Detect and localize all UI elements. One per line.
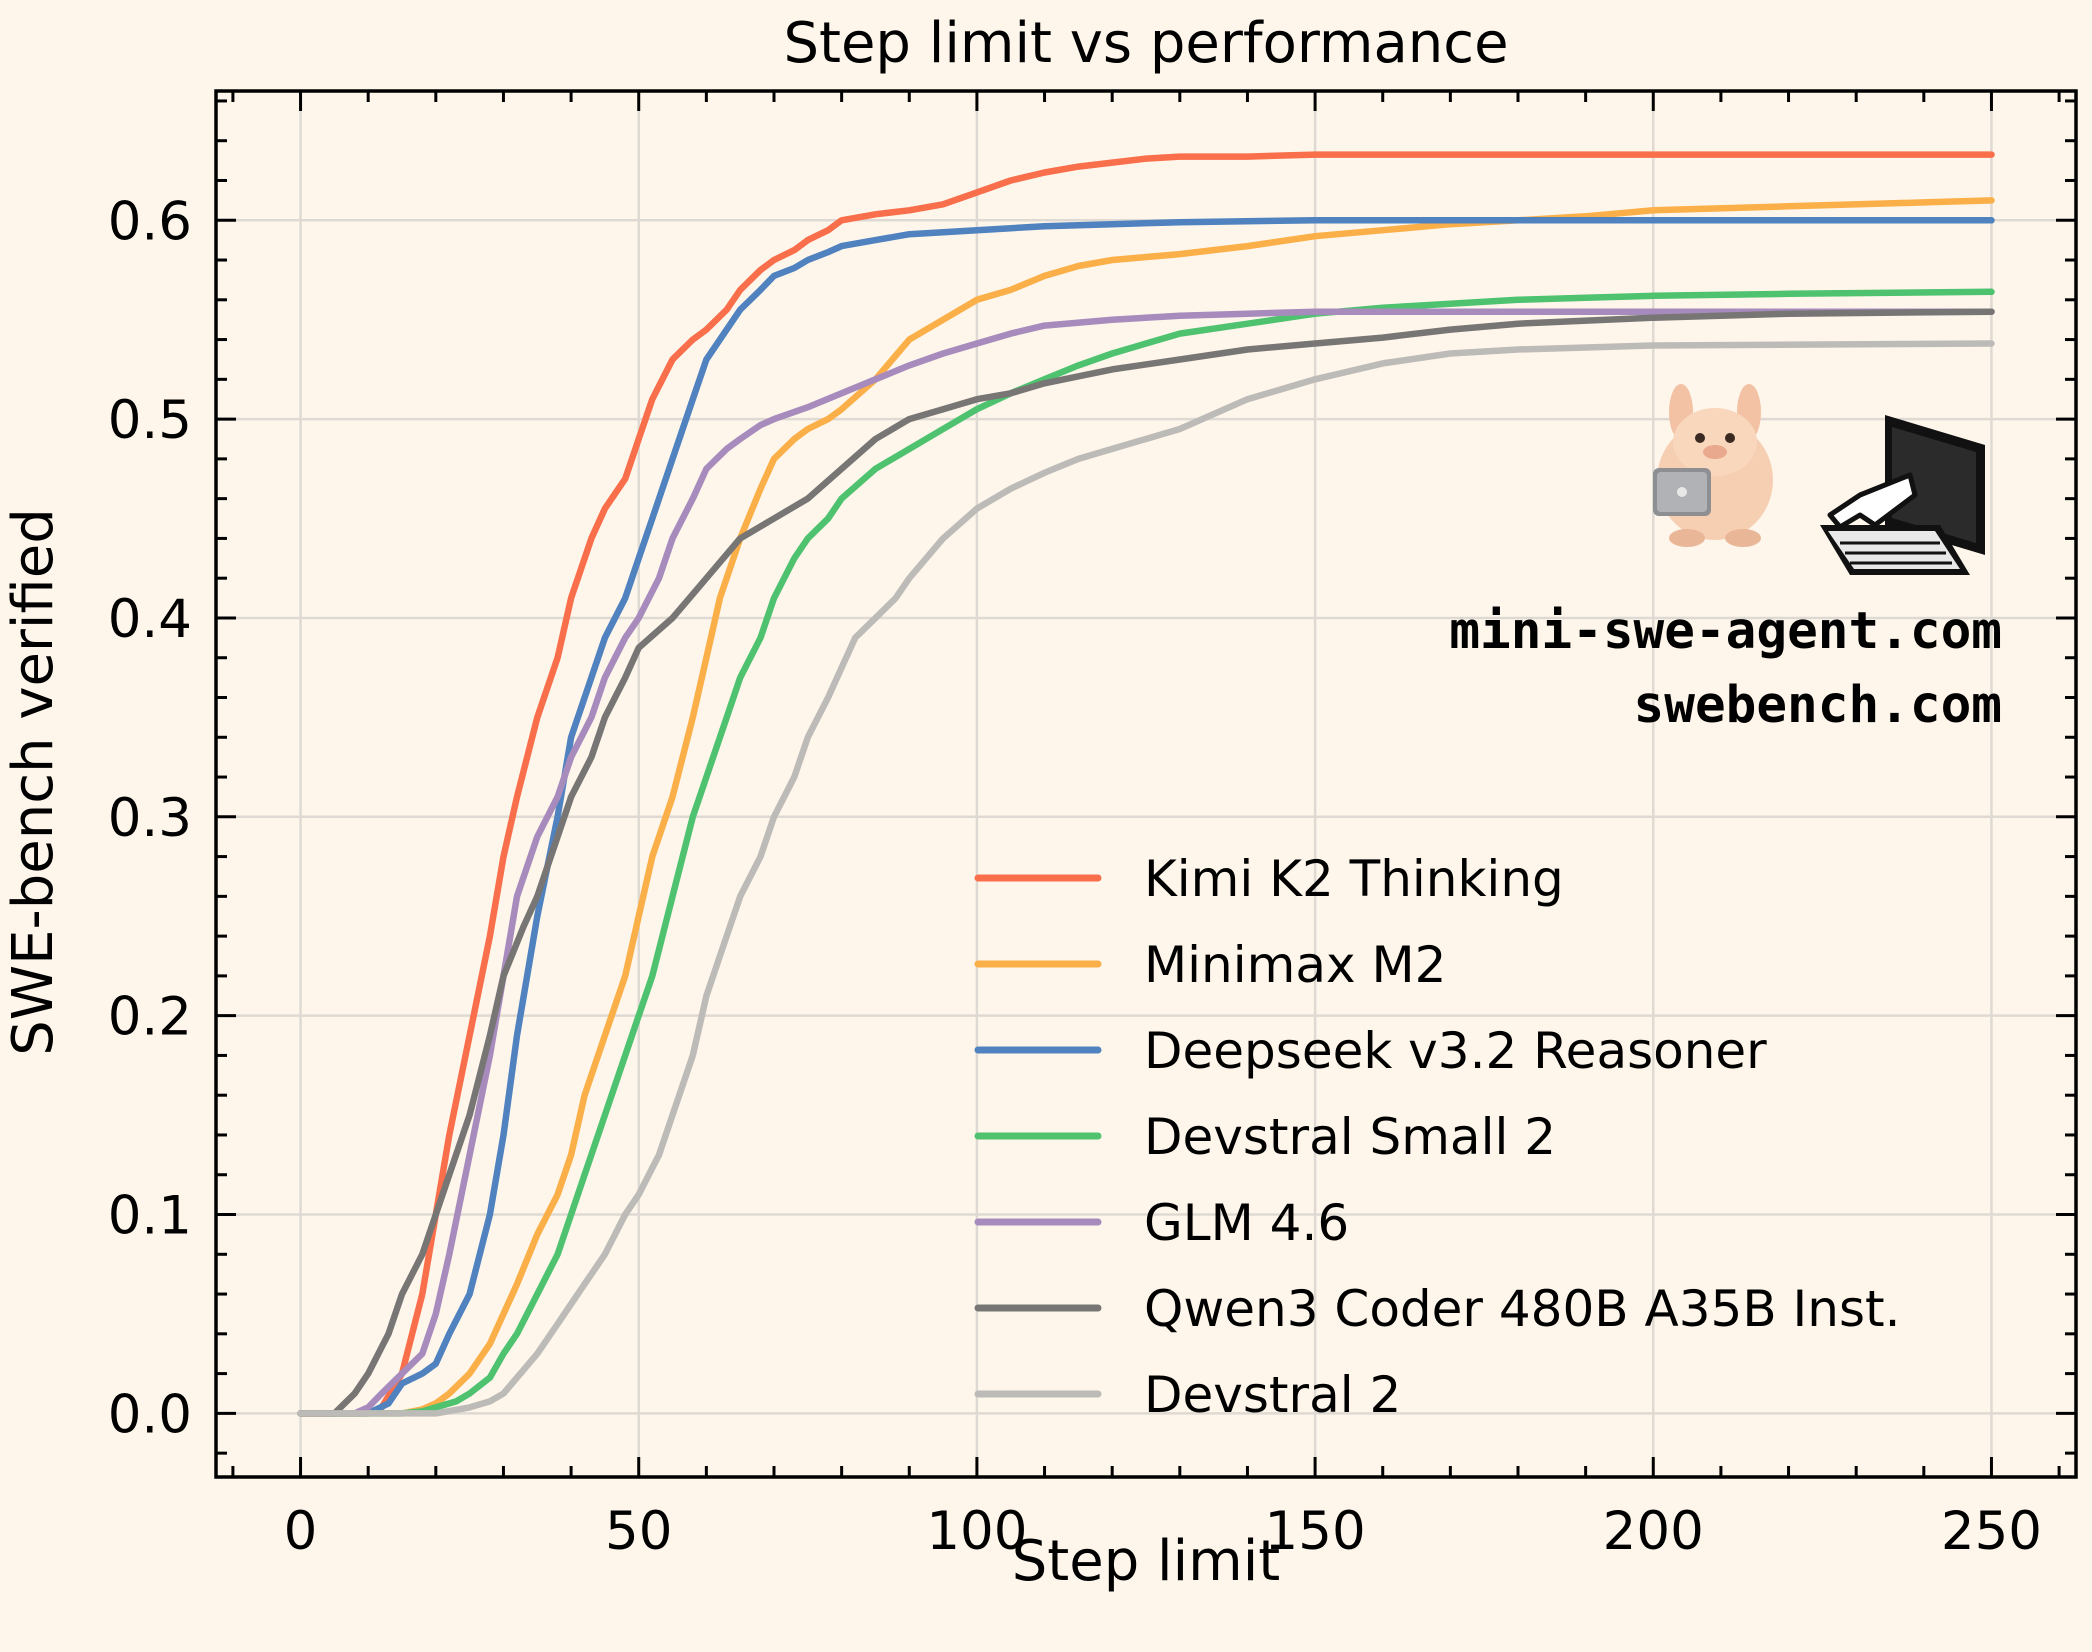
watermark-site-mini-swe-agent: mini-swe-agent.com [1449,602,2002,661]
y-tick-label: 0.3 [108,788,192,849]
x-tick-label: 0 [284,1501,318,1562]
series-line-3 [297,288,1995,1417]
series-line-5 [297,308,1995,1417]
x-tick-label: 50 [605,1501,672,1562]
y-tick-label: 0.0 [108,1384,192,1445]
series-line-4 [297,308,1995,1417]
x-tick-label: 250 [1941,1501,2042,1562]
watermark-site-swebench: swebench.com [1634,676,2002,735]
legend-label: Devstral 2 [1144,1366,1401,1424]
y-tick-label: 0.6 [108,191,192,252]
series-line-6 [297,340,1995,1417]
legend-label: GLM 4.6 [1144,1194,1349,1252]
legend-label: Deepseek v3.2 Reasoner [1144,1022,1767,1080]
series-line-0 [297,151,1995,1417]
legend: Kimi K2 Thinking Minimax M2 Deepseek v3.2 … [974,850,1901,1424]
watermark: mini-swe-agent.com swebench.com [1449,384,2002,735]
legend-label: Devstral Small 2 [1144,1108,1556,1166]
y-axis-label: SWE-bench verified [1,508,66,1056]
series-line-2 [297,217,1995,1417]
llama-with-laptop-icon [1653,384,1773,547]
x-tick-label: 200 [1603,1501,1704,1562]
y-tick-label: 0.1 [108,1186,192,1247]
legend-label: Qwen3 Coder 480B A35B Inst. [1144,1280,1901,1338]
legend-label: Kimi K2 Thinking [1144,850,1564,908]
series-lines [297,151,1995,1417]
y-tick-label: 0.5 [108,390,192,451]
legend-label: Minimax M2 [1144,936,1446,994]
x-tick-label: 100 [926,1501,1027,1562]
x-axis-label: Step limit [1012,1529,1281,1594]
hand-typing-on-computer-icon [1820,415,1985,575]
plot-frame [214,89,2078,1479]
chart-title: Step limit vs performance [783,11,1508,76]
series-line-1 [297,197,1995,1417]
axes: 0 50 100 150 200 250 0.0 0.1 0.2 0.3 0.4 0.5 0.6 [108,89,2078,1562]
x-tick-label: 150 [1265,1501,1366,1562]
y-tick-label: 0.4 [108,589,192,650]
y-tick-label: 0.2 [108,987,192,1048]
